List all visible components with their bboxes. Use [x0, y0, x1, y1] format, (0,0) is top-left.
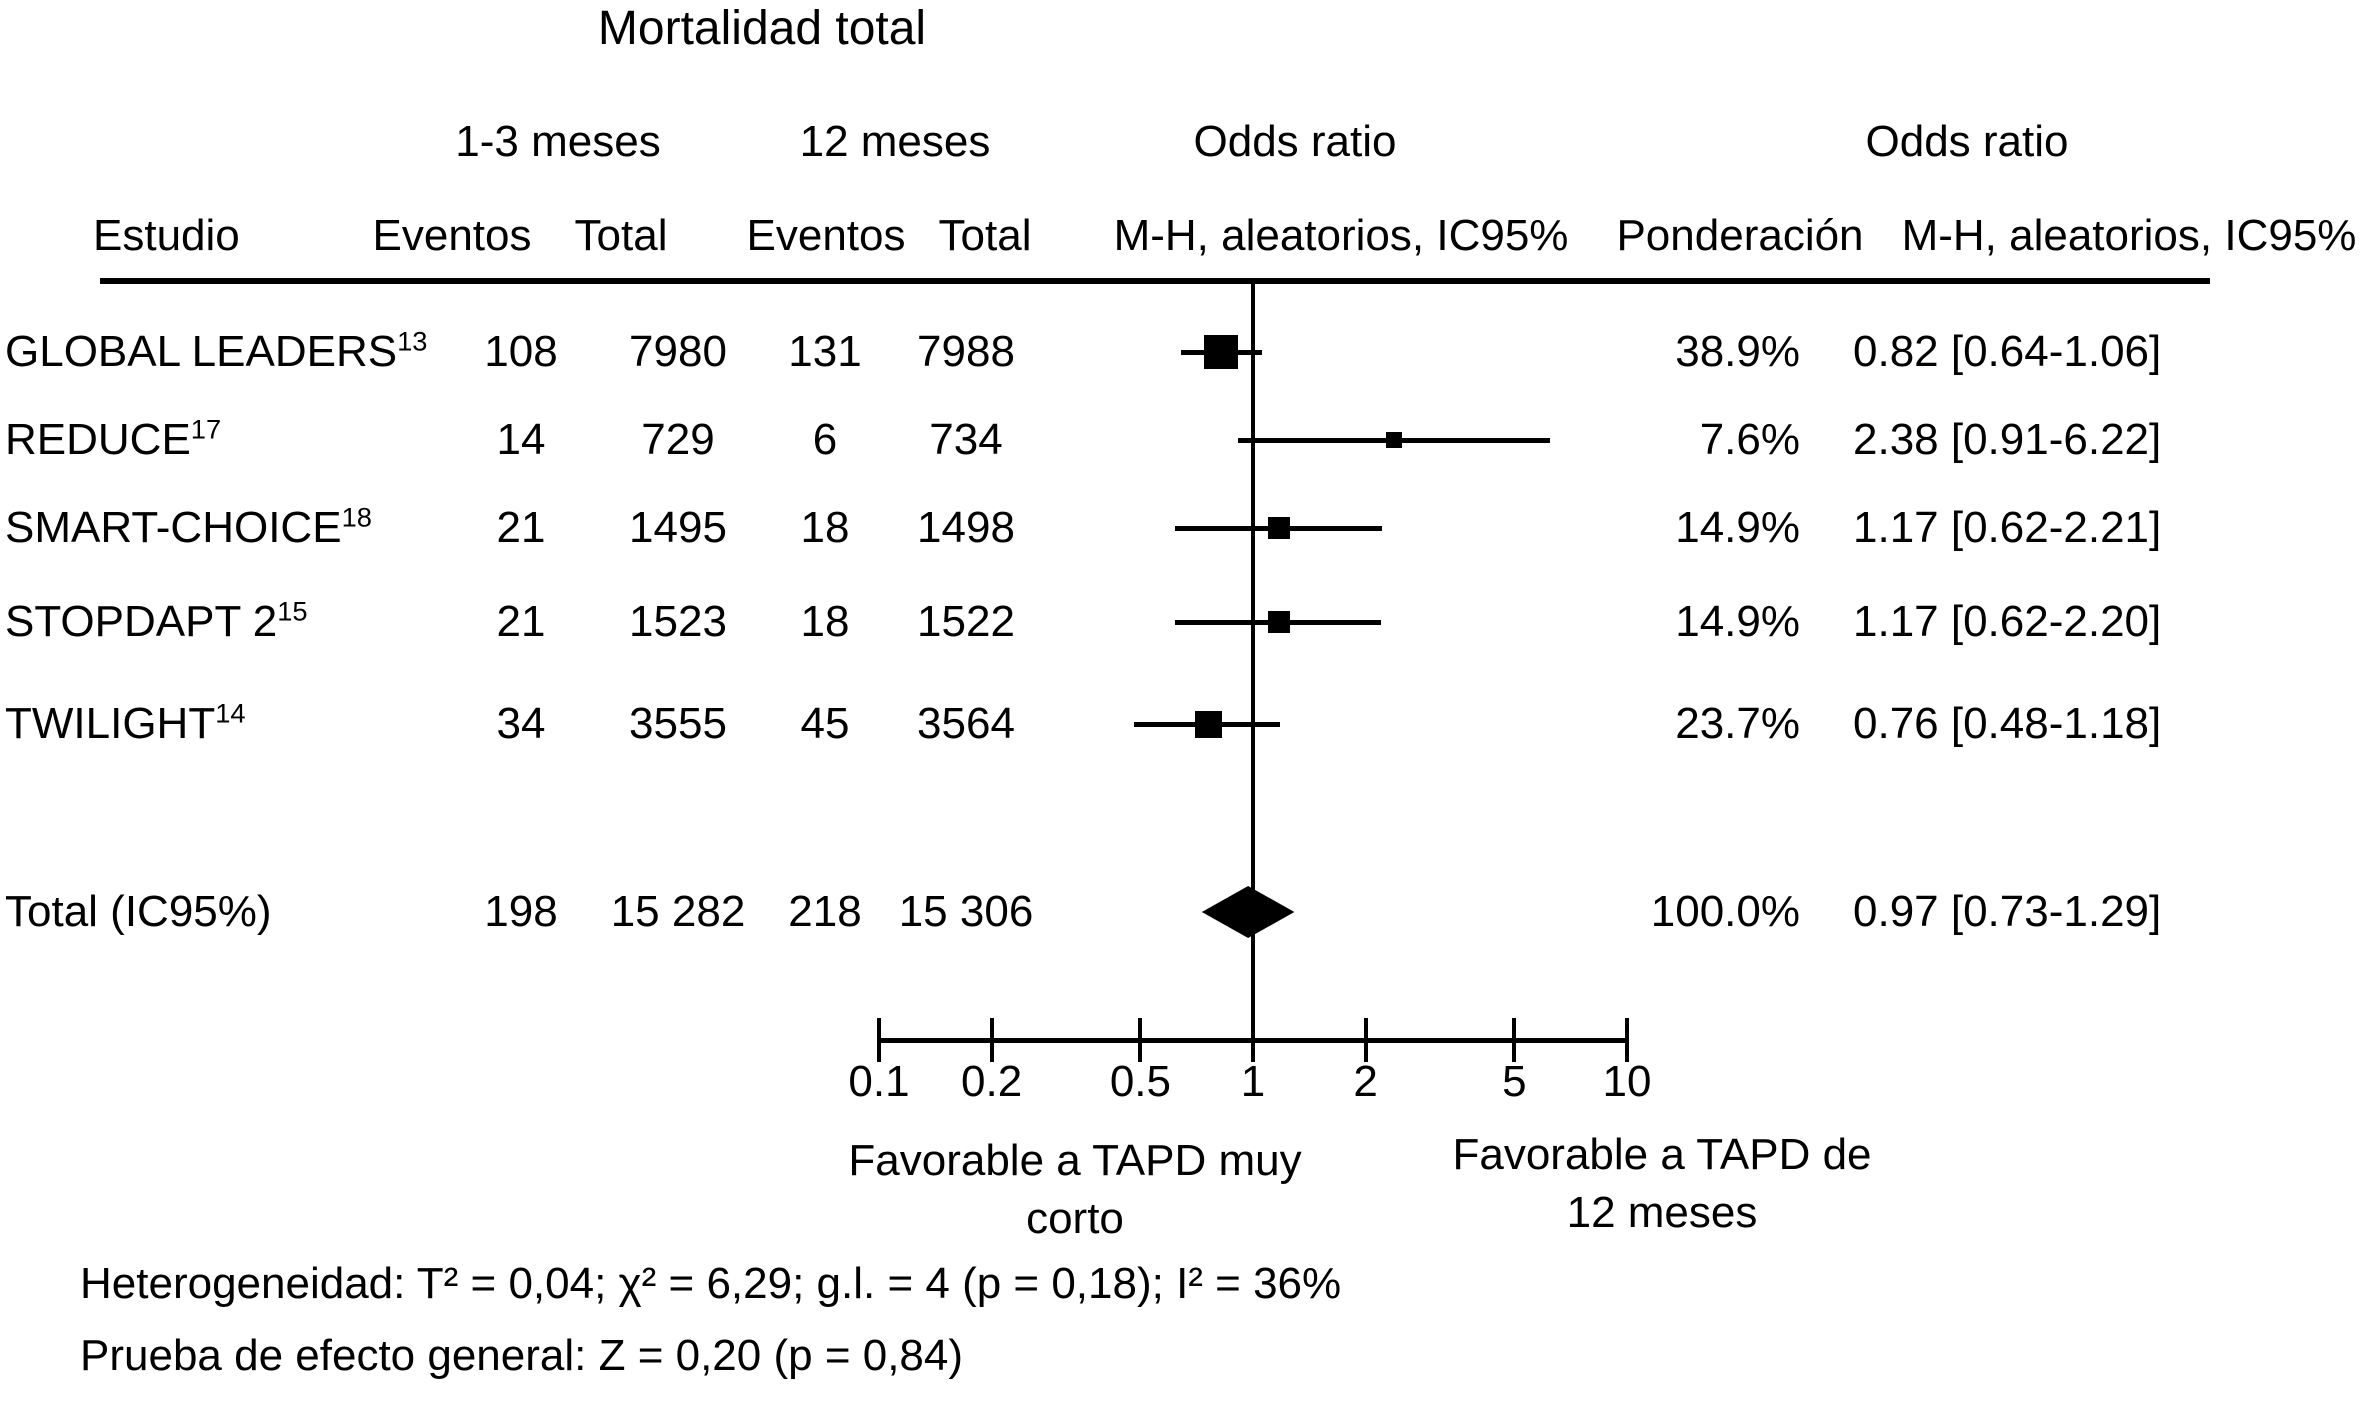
total-12m-cell: 7988	[917, 327, 1015, 376]
or-ci-cell: 0.82 [0.64-1.06]	[1853, 327, 2162, 376]
study-label: TWILIGHT14	[5, 697, 246, 748]
col-header-total-1: Total	[574, 211, 668, 260]
events-12m-cell: 45	[800, 699, 850, 748]
favor-right-label: Favorable a TAPD de 12 meses	[1452, 1126, 1871, 1242]
or-ci-cell: 2.38 [0.91-6.22]	[1853, 415, 2162, 464]
col-header-ponderacion: Ponderación	[1616, 211, 1864, 260]
col-header-mh-ic95-text: M-H, aleatorios, IC95%	[1901, 211, 2357, 260]
or-square	[1203, 335, 1238, 369]
total-row-label: Total (IC95%)	[5, 887, 272, 936]
events-1-3m-cell: 21	[496, 503, 546, 552]
study-reference-superscript: 15	[277, 595, 308, 627]
axis-tick	[877, 1018, 881, 1062]
favor-right-line2: 12 meses	[1566, 1188, 1758, 1237]
events-1-3m-cell: 21	[496, 597, 546, 646]
axis-tick	[1512, 1018, 1517, 1062]
heterogeneity-text: Heterogeneidad: T² = 0,04; χ² = 6,29; g.…	[80, 1259, 1342, 1308]
total-12m-cell: 1498	[917, 503, 1015, 552]
axis-tick-label: 0.1	[848, 1057, 910, 1106]
col-group-1-3-meses: 1-3 meses	[455, 117, 661, 166]
total-12m-cell: 15 306	[898, 887, 1034, 936]
total-1-3m-cell: 1495	[629, 503, 727, 552]
weight-cell: 14.9%	[1675, 597, 1800, 646]
col-group-odds-ratio-text: Odds ratio	[1865, 117, 2069, 166]
or-ci-cell: 0.76 [0.48-1.18]	[1853, 699, 2162, 748]
weight-cell: 100.0%	[1650, 887, 1800, 936]
study-reference-superscript: 14	[215, 697, 246, 729]
axis-tick-label: 2	[1353, 1057, 1378, 1106]
events-12m-cell: 6	[812, 415, 838, 464]
axis-tick-label: 5	[1502, 1057, 1527, 1106]
col-header-eventos-2: Eventos	[746, 211, 906, 260]
axis-tick-label: 10	[1602, 1057, 1652, 1106]
axis-tick-label: 1	[1240, 1057, 1266, 1106]
col-header-mh-ic95-plot: M-H, aleatorios, IC95%	[1113, 211, 1569, 260]
or-ci-cell: 1.17 [0.62-2.20]	[1853, 597, 2162, 646]
events-1-3m-cell: 34	[496, 699, 546, 748]
events-1-3m-cell: 198	[484, 887, 558, 936]
or-square	[1267, 611, 1290, 633]
events-12m-cell: 131	[788, 327, 862, 376]
axis-tick	[1251, 1018, 1255, 1062]
weight-cell: 14.9%	[1675, 503, 1800, 552]
or-square	[1267, 517, 1290, 539]
or-ci-cell: 0.97 [0.73-1.29]	[1853, 887, 2162, 936]
weight-cell: 38.9%	[1675, 327, 1800, 376]
total-1-3m-cell: 15 282	[610, 887, 746, 936]
total-12m-cell: 3564	[917, 699, 1015, 748]
col-header-eventos-1: Eventos	[372, 211, 532, 260]
col-group-12-meses: 12 meses	[799, 117, 991, 166]
weight-cell: 23.7%	[1675, 699, 1800, 748]
axis-tick	[1625, 1018, 1629, 1062]
total-12m-cell: 1522	[917, 597, 1015, 646]
total-12m-cell: 734	[929, 415, 1003, 464]
axis-tick	[1363, 1018, 1368, 1062]
summary-diamond	[1201, 886, 1295, 938]
reference-line	[1251, 284, 1255, 1062]
events-1-3m-cell: 14	[496, 415, 546, 464]
favor-right-line1: Favorable a TAPD de	[1452, 1130, 1872, 1179]
or-ci-cell: 1.17 [0.62-2.21]	[1853, 503, 2162, 552]
axis-tick-label: 0.5	[1109, 1057, 1171, 1106]
study-reference-superscript: 13	[397, 325, 428, 357]
study-reference-superscript: 18	[341, 501, 372, 533]
col-group-odds-ratio-plot: Odds ratio	[1193, 117, 1397, 166]
figure-title: Mortalidad total	[597, 2, 927, 55]
favor-left-line1: Favorable a TAPD muy	[848, 1136, 1302, 1185]
axis-tick-label: 0.2	[960, 1057, 1023, 1106]
total-1-3m-cell: 3555	[629, 699, 727, 748]
or-square	[1194, 710, 1222, 738]
events-12m-cell: 18	[800, 597, 850, 646]
col-header-total-2: Total	[938, 211, 1032, 260]
favor-left-label: Favorable a TAPD muy corto	[848, 1132, 1301, 1248]
events-12m-cell: 218	[788, 887, 862, 936]
total-1-3m-cell: 729	[641, 415, 715, 464]
overall-effect-text: Prueba de efecto general: Z = 0,20 (p = …	[80, 1331, 964, 1380]
axis-tick	[1138, 1018, 1143, 1062]
events-1-3m-cell: 108	[484, 327, 558, 376]
favor-left-line2: corto	[1026, 1194, 1124, 1243]
total-1-3m-cell: 7980	[629, 327, 727, 376]
axis-tick	[989, 1018, 994, 1062]
total-1-3m-cell: 1523	[629, 597, 727, 646]
or-square	[1385, 432, 1402, 448]
study-label: STOPDAPT 215	[5, 595, 308, 646]
weight-cell: 7.6%	[1699, 415, 1800, 464]
study-label: SMART-CHOICE18	[5, 501, 372, 552]
events-12m-cell: 18	[800, 503, 850, 552]
header-rule	[100, 278, 2210, 284]
study-label: REDUCE17	[5, 413, 222, 464]
col-header-estudio: Estudio	[93, 211, 240, 260]
study-label: GLOBAL LEADERS13	[5, 325, 428, 376]
study-reference-superscript: 17	[190, 413, 222, 445]
